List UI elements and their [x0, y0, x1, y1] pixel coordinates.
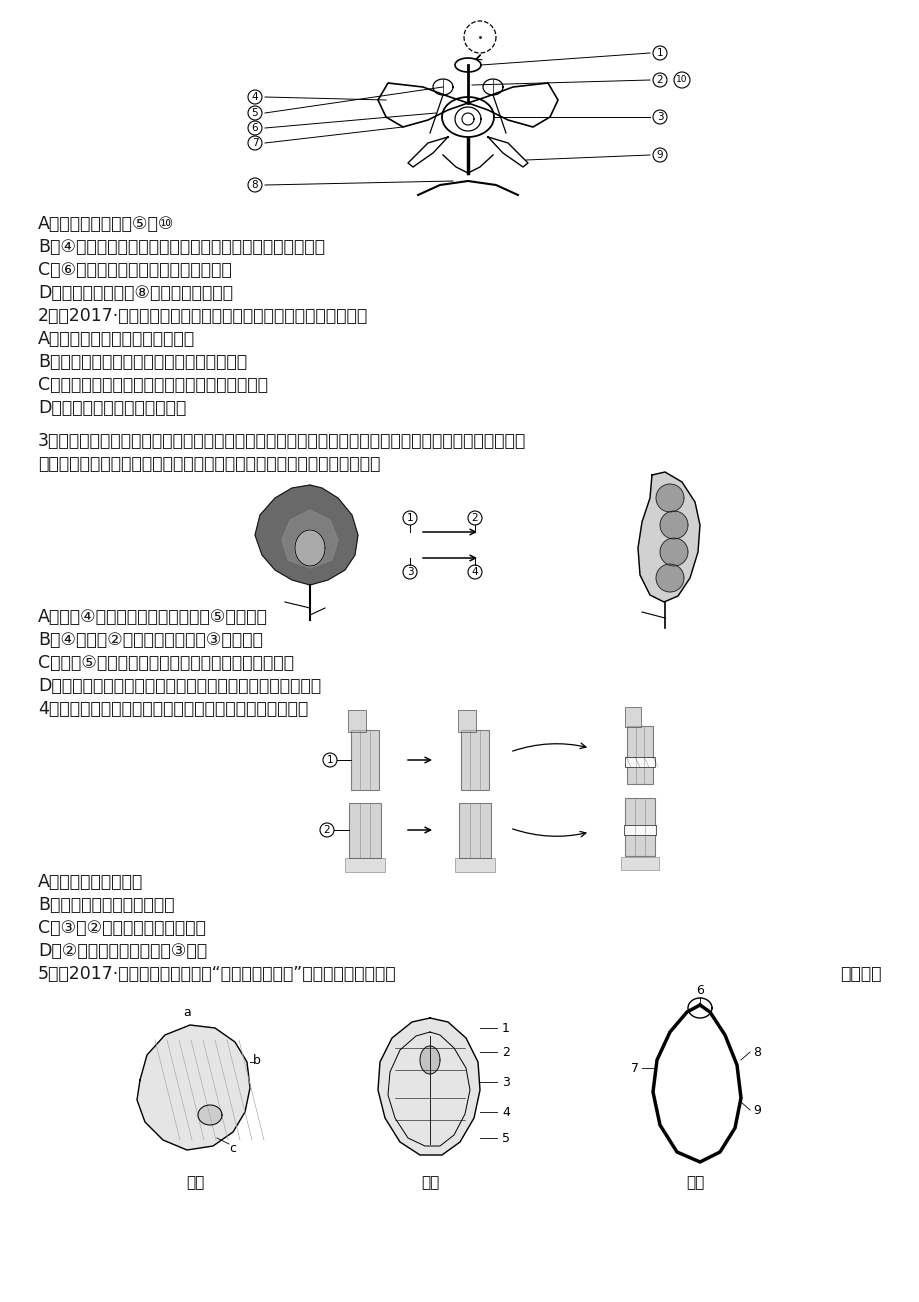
Bar: [624, 756, 654, 767]
Text: c: c: [229, 1142, 236, 1155]
Text: （　　）: （ ）: [840, 965, 881, 983]
Text: C．③为②提供生长发育所需营养: C．③为②提供生长发育所需营养: [38, 919, 206, 937]
Text: 2: 2: [656, 76, 663, 85]
Bar: [351, 730, 379, 790]
Text: 3．（原创）被子植物繁殖后代必须经历传粉和受精两个重要的生理过程，豌豆在完成传粉和受精后，花的: 3．（原创）被子植物繁殖后代必须经历传粉和受精两个重要的生理过程，豌豆在完成传粉…: [38, 432, 526, 450]
Polygon shape: [137, 1025, 250, 1150]
Text: D．胚珠的珠被将来发育成种皮: D．胚珠的珠被将来发育成种皮: [38, 398, 186, 417]
Bar: [347, 710, 366, 732]
Bar: [627, 727, 652, 784]
Text: 2．（2017·泰安一模）有关桃花的知识，叙述不正确的是（　　）: 2．（2017·泰安一模）有关桃花的知识，叙述不正确的是（ ）: [38, 307, 368, 326]
Text: C．花药中的花粉落到雌蕊柱头上的过程称为传粉: C．花药中的花粉落到雌蕊柱头上的过程称为传粉: [38, 376, 267, 395]
Text: A．桃花的主要部分是雄蕊和雌蕊: A．桃花的主要部分是雄蕊和雌蕊: [38, 329, 195, 348]
Text: A．花的主要结构是⑤和⑩: A．花的主要结构是⑤和⑩: [38, 215, 175, 233]
Text: 各部分结构发生了如下变化，请据图分析判断，以下说法错误的是（　　）: 各部分结构发生了如下变化，请据图分析判断，以下说法错误的是（ ）: [38, 454, 380, 473]
Bar: [620, 857, 658, 870]
Polygon shape: [655, 484, 683, 512]
Text: 4: 4: [252, 92, 258, 102]
Text: D．②以后所结果实性状由③决定: D．②以后所结果实性状由③决定: [38, 943, 207, 960]
Text: 1: 1: [326, 755, 333, 766]
Text: 5．（2017·泰安一模）下列有关“观察种子的结构”实验，分析正确的是: 5．（2017·泰安一模）下列有关“观察种子的结构”实验，分析正确的是: [38, 965, 396, 983]
Text: 9: 9: [656, 150, 663, 160]
Polygon shape: [659, 510, 687, 539]
Text: 4: 4: [502, 1105, 509, 1118]
Text: A．该图表示摧插过程: A．该图表示摧插过程: [38, 874, 143, 891]
Polygon shape: [282, 510, 337, 568]
Bar: [624, 798, 654, 855]
Text: 6: 6: [696, 983, 703, 996]
Bar: [460, 730, 489, 790]
Text: B．④由子房壁和胚珠组成，其中的卵细胞受精后发育成种子: B．④由子房壁和胚珠组成，其中的卵细胞受精后发育成种子: [38, 238, 324, 256]
Text: 1: 1: [656, 48, 663, 59]
Polygon shape: [659, 538, 687, 566]
Text: 1: 1: [502, 1022, 509, 1035]
Bar: [458, 710, 475, 732]
Text: 5: 5: [502, 1131, 509, 1144]
Bar: [459, 802, 491, 858]
Polygon shape: [655, 564, 683, 592]
Polygon shape: [420, 1046, 439, 1074]
Text: 1: 1: [406, 513, 413, 523]
Polygon shape: [652, 1005, 740, 1161]
Text: 7: 7: [630, 1061, 639, 1074]
Text: 7: 7: [252, 138, 258, 148]
Polygon shape: [378, 1018, 480, 1155]
Text: 10: 10: [675, 76, 687, 85]
Text: 8: 8: [252, 180, 258, 190]
Text: a: a: [183, 1005, 190, 1018]
Polygon shape: [198, 1105, 221, 1125]
Text: 图一: 图一: [186, 1174, 204, 1190]
Text: 2: 2: [323, 825, 330, 835]
Text: B．卵细胞受精后，将来发育成种子中的胚乳: B．卵细胞受精后，将来发育成种子中的胚乳: [38, 353, 247, 371]
Text: 8: 8: [752, 1046, 760, 1059]
Polygon shape: [637, 473, 699, 602]
Polygon shape: [687, 999, 711, 1018]
Text: 图二: 图二: [420, 1174, 438, 1190]
Bar: [455, 858, 494, 872]
Bar: [348, 802, 380, 858]
Text: 3: 3: [656, 112, 663, 122]
Text: B．④里面有②胚珠，由它发育成③豌豆种子: B．④里面有②胚珠，由它发育成③豌豆种子: [38, 631, 263, 648]
Text: b: b: [253, 1053, 261, 1066]
Polygon shape: [295, 530, 324, 566]
Text: C．⑥中的花粉落到柱头上的过程叫传粉: C．⑥中的花粉落到柱头上的过程叫传粉: [38, 260, 232, 279]
Text: 2: 2: [471, 513, 478, 523]
Text: A．花中④指的是子房，由它发育成⑤豌豆豆荚: A．花中④指的是子房，由它发育成⑤豌豆豆荚: [38, 608, 267, 626]
Text: 4: 4: [471, 566, 478, 577]
Bar: [624, 707, 641, 727]
Text: D．豌豆的花为两性花，传粉、受精完成后花瓣、雌蕊等凋落: D．豌豆的花为两性花，传粉、受精完成后花瓣、雌蕊等凋落: [38, 677, 321, 695]
Text: C．图中⑤的最外面一层叫作果皮，由子房壁发育而来: C．图中⑤的最外面一层叫作果皮，由子房壁发育而来: [38, 654, 294, 672]
Text: B．图中所示为有性生殖过程: B．图中所示为有性生殖过程: [38, 896, 175, 914]
Text: D．桃花具有鲜色的⑧，能吸引昆虫传粉: D．桃花具有鲜色的⑧，能吸引昆虫传粉: [38, 284, 233, 302]
Text: 3: 3: [406, 566, 413, 577]
Text: 图三: 图三: [686, 1174, 703, 1190]
Text: 2: 2: [502, 1046, 509, 1059]
Text: 4．（改编）对于如图所示过程的描述，正确的是（　　）: 4．（改编）对于如图所示过程的描述，正确的是（ ）: [38, 700, 308, 717]
Bar: [345, 858, 384, 872]
Text: 5: 5: [252, 108, 258, 118]
Bar: [623, 825, 655, 835]
Text: 6: 6: [252, 122, 258, 133]
Polygon shape: [255, 486, 357, 585]
Text: 3: 3: [502, 1075, 509, 1088]
Text: 9: 9: [753, 1104, 760, 1117]
